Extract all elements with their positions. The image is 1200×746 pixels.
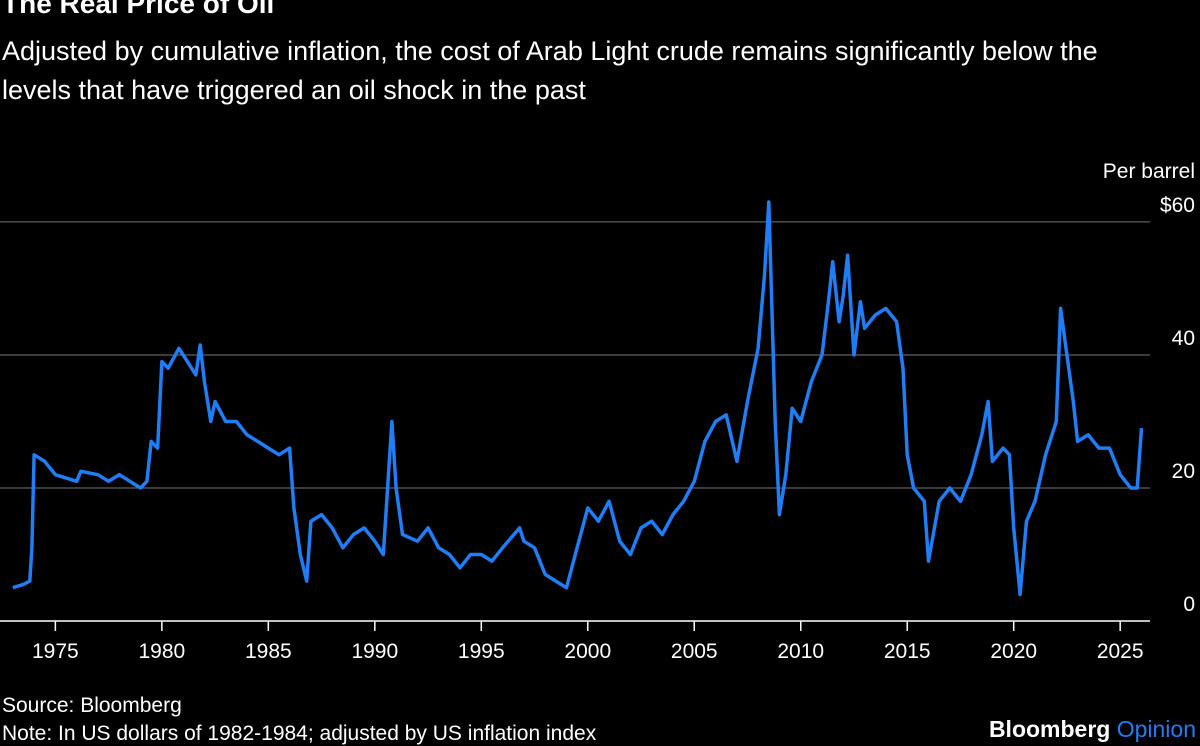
x-tick-label: 1990: [351, 640, 398, 663]
line: [12, 200, 1144, 597]
logo: Bloomberg Opinion: [989, 716, 1196, 743]
chart: Per barrel 0 20 40 $60 1975 1980 1985 1990 1995 2…: [0, 160, 1195, 663]
source: Source: Bloomberg: [2, 694, 182, 717]
y-tick-label: 0: [1183, 593, 1195, 616]
x-tick-label: 2020: [990, 640, 1037, 663]
x-tick-label: 2015: [884, 640, 931, 663]
y-tick-label: 20: [1172, 460, 1195, 483]
brand-section: Opinion: [1116, 716, 1196, 742]
x-tick-label: 1980: [138, 640, 185, 663]
chart-title: The Real Price of Oil: [2, 0, 275, 19]
y-tick-label: 40: [1172, 327, 1195, 350]
x-tick-label: 2005: [671, 640, 718, 663]
y-axis-label: Per barrel: [1103, 160, 1195, 183]
note: Note: In US dollars of 1982-1984; adjust…: [2, 722, 597, 745]
x-tick-label: 1985: [245, 640, 292, 663]
y-tick-label: $60: [1160, 194, 1195, 217]
x-tick-label: 2010: [777, 640, 824, 663]
x-tick-label: 2000: [564, 640, 611, 663]
x-tick-label: 2025: [1097, 640, 1144, 663]
x-tick-label: 1995: [458, 640, 505, 663]
x-tick-label: 1975: [32, 640, 79, 663]
brand: Bloomberg: [988, 716, 1111, 742]
chart-subtitle: Adjusted by cumulative inflation, the co…: [2, 36, 1098, 105]
